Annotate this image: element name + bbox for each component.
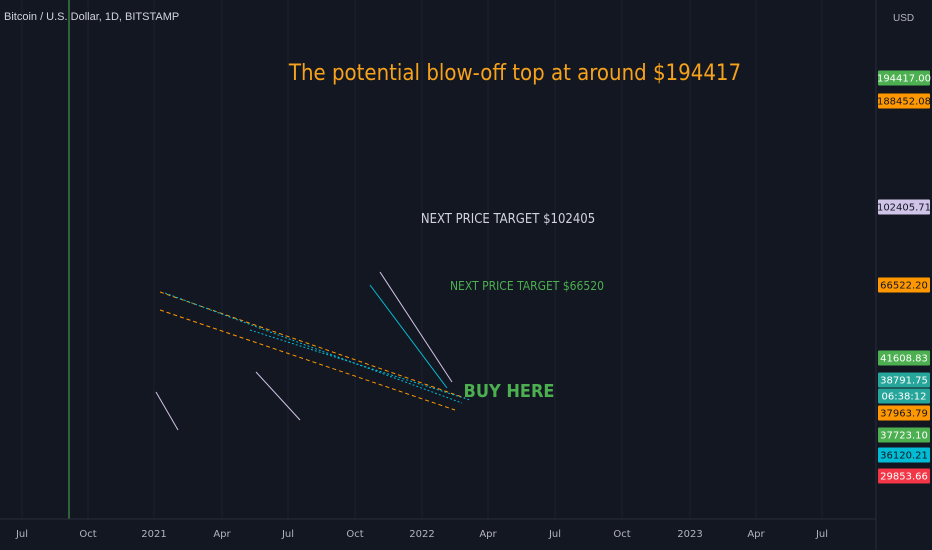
time-axis-label: 2021 <box>141 529 166 540</box>
price-tag: 41608.83 <box>878 350 930 366</box>
time-axis-label: Jul <box>815 529 828 540</box>
time-axis-label: Jul <box>281 529 294 540</box>
time-axis-label: Oct <box>613 529 630 540</box>
time-axis-label: 2023 <box>677 529 702 540</box>
countdown-label: 06:38:12 <box>882 392 927 403</box>
price-tag-bg <box>878 93 930 109</box>
price-tag-label: 36120.21 <box>880 451 928 462</box>
channel-mid-cyan <box>164 292 463 404</box>
price-tag-bg <box>878 388 930 404</box>
buy-here-annotation: BUY HERE <box>463 381 554 402</box>
trend-lavender <box>379 271 453 383</box>
price-tag-bg <box>878 277 930 293</box>
price-tag-label: 66522.20 <box>880 281 928 292</box>
annotations: The potential blow-off top at around $19… <box>288 61 741 402</box>
price-tag: 66522.20 <box>878 277 930 293</box>
symbol-title: Bitcoin / U.S. Dollar, 1D, BITSTAMP <box>4 11 180 23</box>
price-tag-label: 37723.10 <box>880 431 928 442</box>
blow-off-top-annotation: The potential blow-off top at around $19… <box>288 61 741 86</box>
price-tag: 36120.21 <box>878 447 930 463</box>
time-axis-label: Jul <box>15 529 28 540</box>
price-tag-label: 41608.83 <box>880 354 928 365</box>
channel-cyan-2 <box>249 329 471 401</box>
price-tag-label: 188452.08 <box>877 97 931 108</box>
price-tag: 38791.75 <box>878 372 930 388</box>
price-tag-bg <box>878 405 930 421</box>
price-tag-label: 102405.71 <box>877 203 931 214</box>
price-tag-label: 29853.66 <box>880 472 928 483</box>
price-tag-bg <box>878 199 930 215</box>
time-axis-label: Oct <box>346 529 363 540</box>
time-axis[interactable]: Jul Oct 2021 Apr Jul Oct 2022 Apr Jul Oct 2023 Apr J… <box>0 518 876 540</box>
price-tag: 194417.00 <box>877 70 931 86</box>
channel-upper-dashed <box>159 291 466 399</box>
price-tag: 29853.66 <box>878 468 930 484</box>
wedge-lavender <box>255 371 301 421</box>
time-axis-label: Oct <box>79 529 96 540</box>
target-66520-annotation: NEXT PRICE TARGET $66520 <box>450 279 604 293</box>
target-102405-annotation: NEXT PRICE TARGET $102405 <box>421 212 595 227</box>
wedge-lavender-2 <box>155 391 179 431</box>
price-tag-bg <box>878 372 930 388</box>
price-tag: 37723.10 <box>878 427 930 443</box>
price-tag-bg <box>878 468 930 484</box>
price-tag-label: 37963.79 <box>880 409 928 420</box>
time-axis-label: Apr <box>747 529 765 540</box>
grid <box>21 0 823 519</box>
time-axis-label: Jul <box>548 529 561 540</box>
drawings <box>68 0 471 519</box>
price-tag-bg <box>878 350 930 366</box>
time-axis-label: 2022 <box>409 529 434 540</box>
price-tag-label: 194417.00 <box>877 74 931 85</box>
price-tag: 102405.71 <box>877 199 931 215</box>
trend-cyan-solid <box>369 284 448 389</box>
price-tag: 06:38:12 <box>878 388 930 404</box>
price-tag: 37963.79 <box>878 405 930 421</box>
channel-lower-dashed <box>159 309 456 411</box>
price-tag-bg <box>878 427 930 443</box>
price-tags: 194417.00 188452.08 102405.71 66522.20 41608… <box>877 70 931 484</box>
time-axis-label: Apr <box>479 529 497 540</box>
price-axis[interactable]: 325000.00250000.00150000.00120000.009000… <box>875 0 932 550</box>
currency-label[interactable]: USD <box>893 13 915 24</box>
price-tag-label: 38791.75 <box>880 376 928 387</box>
price-tag: 188452.08 <box>877 93 931 109</box>
time-axis-label: Apr <box>213 529 231 540</box>
price-tag-bg <box>878 447 930 463</box>
price-tag-bg <box>878 70 930 86</box>
